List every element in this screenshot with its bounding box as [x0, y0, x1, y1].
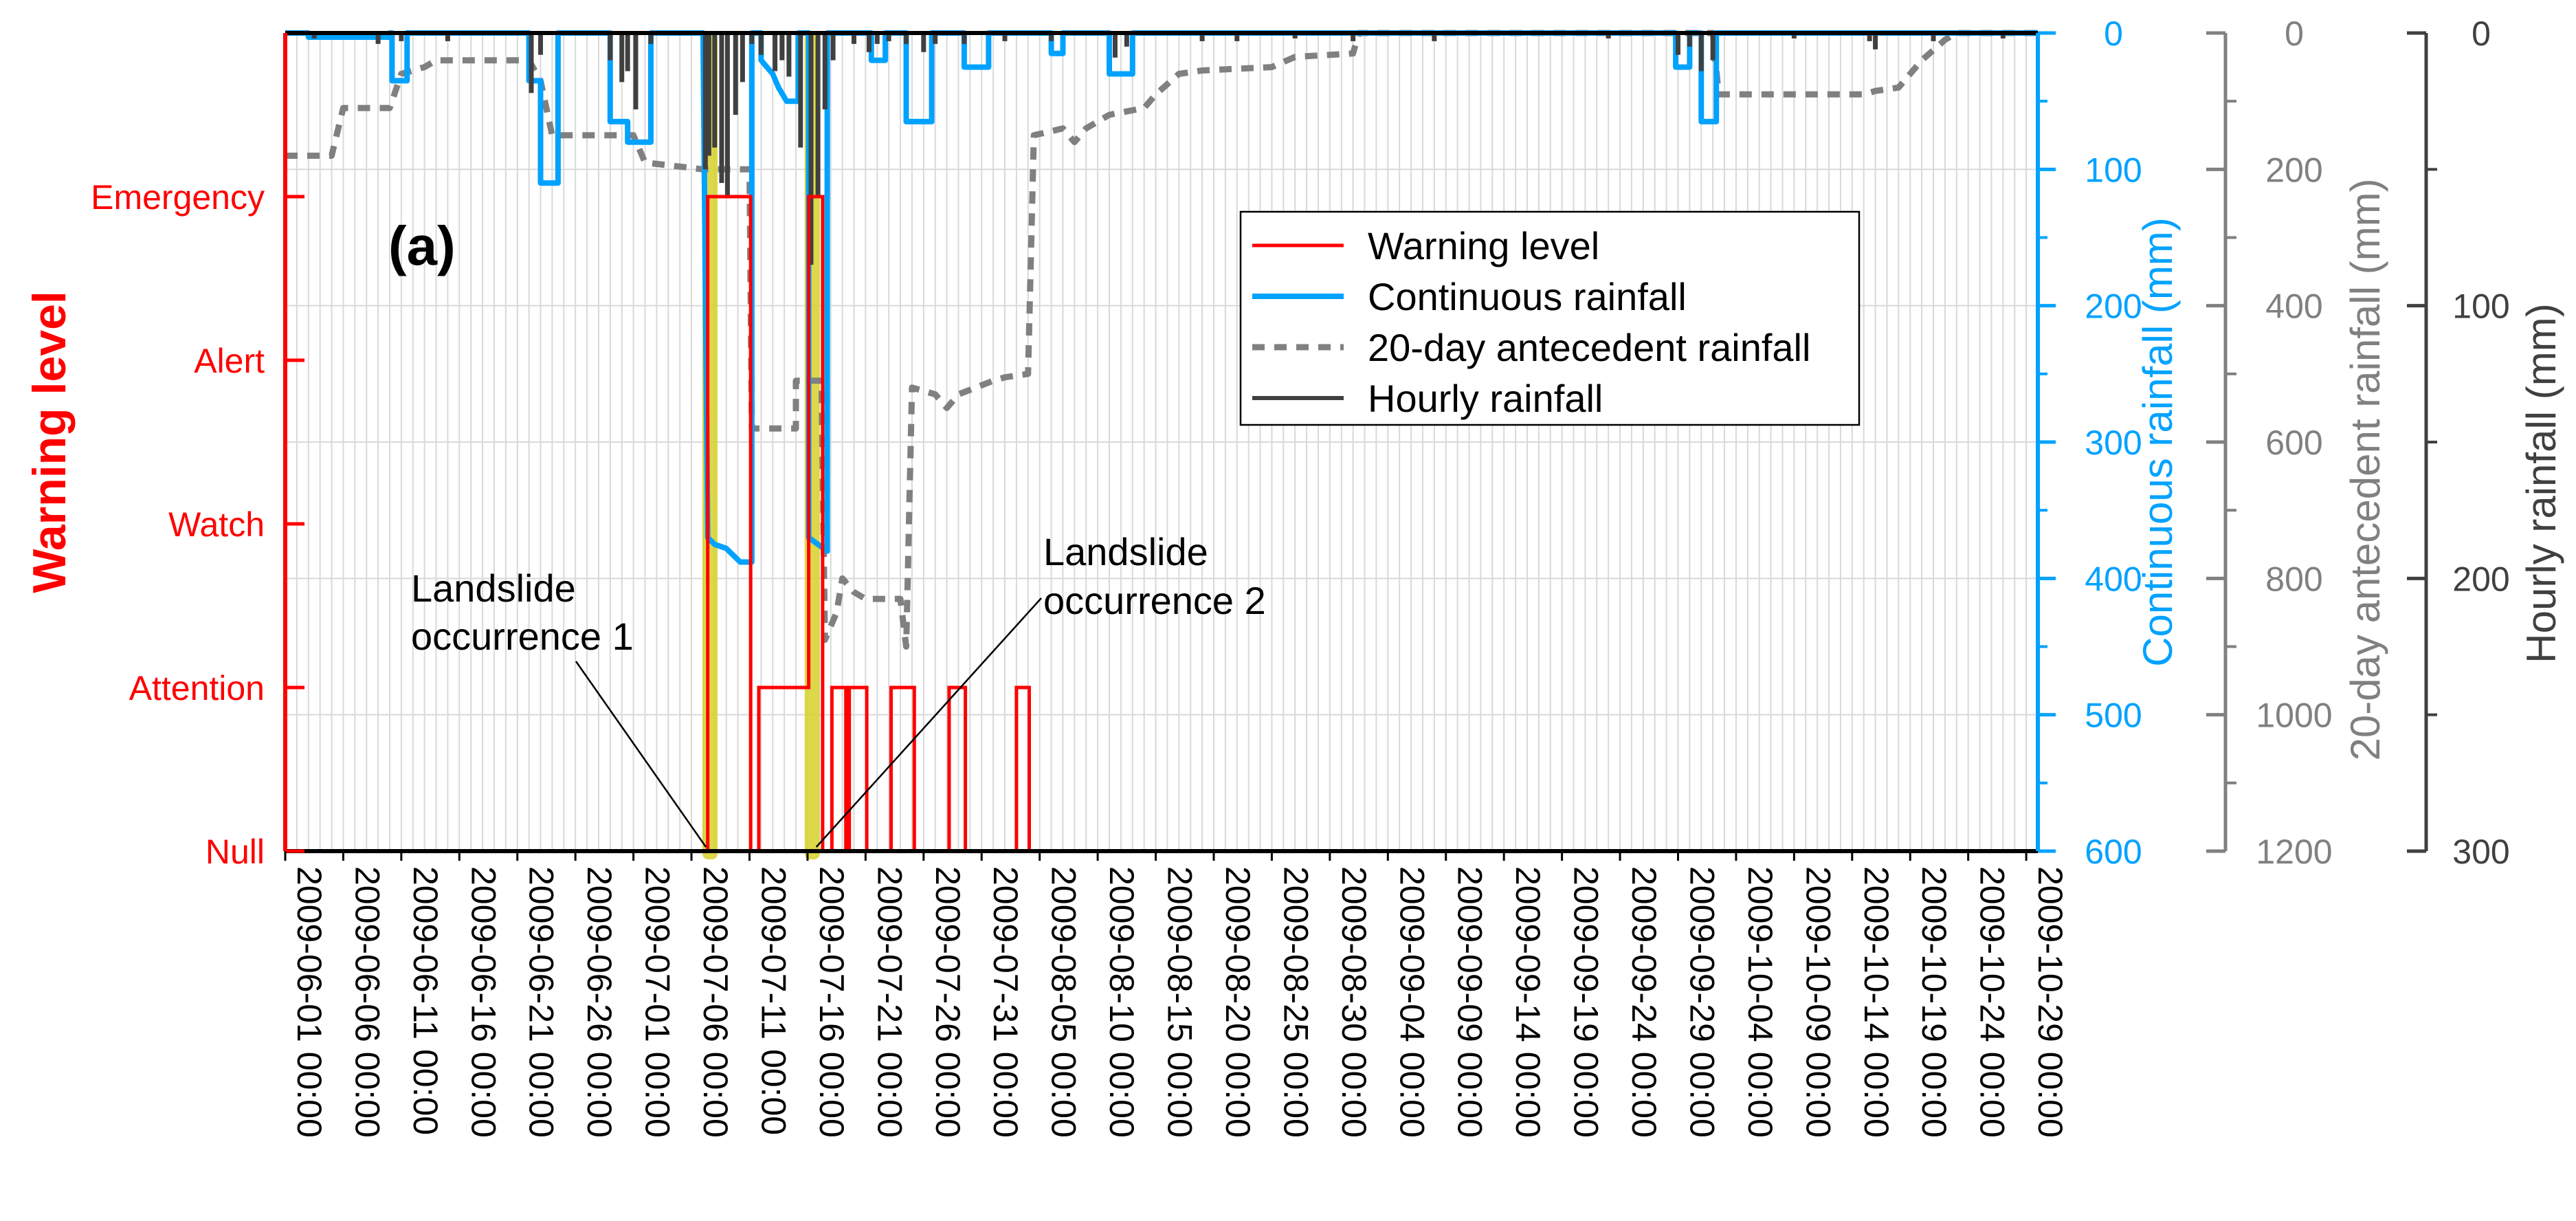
- x-tick-label: 2009-06-11 00:00: [406, 866, 445, 1135]
- legend-label-antecedent: 20-day antecedent rainfall: [1368, 326, 1810, 369]
- x-tick-label: 2009-06-21 00:00: [522, 866, 561, 1138]
- x-tick-label: 2009-08-25 00:00: [1276, 866, 1315, 1138]
- x-tick-label: 2009-10-14 00:00: [1857, 866, 1896, 1138]
- panel-label: (a): [388, 215, 456, 276]
- continuous-tick-label: 200: [2085, 287, 2142, 326]
- x-tick-label: 2009-08-10 00:00: [1102, 866, 1141, 1138]
- warning-tick-label: Emergency: [91, 178, 265, 217]
- x-tick-label: 2009-06-16 00:00: [464, 866, 502, 1138]
- annotation-leader-2: [815, 597, 1042, 848]
- x-tick-label: 2009-09-19 00:00: [1567, 866, 1606, 1138]
- continuous-tick-label: 400: [2085, 560, 2142, 598]
- legend-label-warning: Warning level: [1368, 224, 1599, 267]
- x-tick-label: 2009-09-14 00:00: [1509, 866, 1547, 1138]
- legend-label-continuous: Continuous rainfall: [1368, 275, 1687, 318]
- x-tick-label: 2009-07-06 00:00: [696, 866, 735, 1138]
- continuous-tick-label: 600: [2085, 833, 2142, 871]
- hourly-tick-label: 300: [2452, 833, 2509, 871]
- annotation-text-1a: Landslide: [411, 566, 576, 610]
- x-tick-label: 2009-10-19 00:00: [1915, 866, 1953, 1138]
- legend: Warning level Continuous rainfall 20-day a…: [1239, 210, 1861, 426]
- antecedent-tick-label: 0: [2285, 14, 2304, 53]
- x-tick-label: 2009-10-09 00:00: [1799, 866, 1837, 1138]
- annotations: Landslide occurrence 1 Landslide occurrence…: [411, 530, 1266, 848]
- x-tick-label: 2009-09-04 00:00: [1392, 866, 1431, 1138]
- x-tick-label: 2009-07-11 00:00: [754, 866, 792, 1135]
- x-tick-label: 2009-09-29 00:00: [1683, 866, 1721, 1138]
- x-tick-label: 2009-07-21 00:00: [870, 866, 909, 1138]
- antecedent-tick-label: 1000: [2256, 696, 2332, 735]
- x-tick-label: 2009-08-20 00:00: [1219, 866, 1257, 1138]
- x-tick-label: 2009-10-29 00:00: [2031, 866, 2069, 1138]
- legend-box: [1239, 210, 1861, 426]
- warning-axis-title: Warning level: [23, 291, 76, 593]
- x-tick-label: 2009-06-06 00:00: [348, 866, 386, 1138]
- series-group: [285, 30, 2038, 853]
- x-tick-label: 2009-10-24 00:00: [1973, 866, 2012, 1138]
- x-tick-label: 2009-08-30 00:00: [1335, 866, 1373, 1138]
- antecedent-tick-label: 600: [2265, 424, 2322, 462]
- grid: [285, 33, 2038, 851]
- x-tick-label: 2009-06-26 00:00: [580, 866, 619, 1138]
- warning-tick-label: Attention: [129, 669, 265, 707]
- antecedent-axis-title: 20-day antecedent rainfall (mm): [2342, 178, 2388, 760]
- warning-tick-label: Watch: [168, 505, 265, 544]
- warning-tick-label: Null: [206, 833, 265, 871]
- continuous-tick-label: 300: [2085, 424, 2142, 462]
- x-tick-label: 2009-07-01 00:00: [639, 866, 677, 1138]
- series-warning-level: [285, 195, 2038, 853]
- axes: Null Attention Watch Alert Emergency Warning …: [23, 14, 2564, 871]
- continuous-tick-label: 500: [2085, 696, 2142, 735]
- hourly-tick-label: 100: [2452, 287, 2509, 326]
- annotation-text-1b: occurrence 1: [411, 615, 634, 658]
- x-tick-label: 2009-06-01 00:00: [290, 866, 329, 1138]
- annotation-leader-1: [575, 661, 707, 848]
- annotation-text-2b: occurrence 2: [1043, 579, 1266, 622]
- continuous-tick-label: 0: [2104, 14, 2123, 53]
- warning-tick-label: Alert: [194, 342, 265, 380]
- x-tick-label: 2009-08-05 00:00: [1045, 866, 1083, 1138]
- continuous-axis-title: Continuous rainfall (mm): [2135, 217, 2181, 667]
- x-tick-label: 2009-09-09 00:00: [1451, 866, 1489, 1138]
- x-tick-label: 2009-09-24 00:00: [1625, 866, 1663, 1138]
- antecedent-tick-label: 400: [2265, 287, 2322, 326]
- x-tick-label: 2009-07-16 00:00: [812, 866, 851, 1138]
- x-tick-labels: 2009-06-01 00:00 2009-06-06 00:00 2009-06-…: [284, 851, 2069, 1138]
- continuous-tick-label: 100: [2085, 151, 2142, 189]
- hourly-tick-label: 200: [2452, 560, 2509, 598]
- annotation-text-2a: Landslide: [1043, 530, 1208, 573]
- x-tick-label: 2009-10-04 00:00: [1741, 866, 1779, 1138]
- legend-label-hourly: Hourly rainfall: [1368, 377, 1603, 420]
- antecedent-tick-label: 1200: [2256, 833, 2332, 871]
- x-tick-label: 2009-07-26 00:00: [929, 866, 967, 1138]
- antecedent-tick-label: 800: [2265, 560, 2322, 598]
- x-tick-label: 2009-08-15 00:00: [1161, 866, 1199, 1138]
- hourly-tick-label: 0: [2472, 14, 2491, 53]
- antecedent-tick-label: 200: [2265, 151, 2322, 189]
- x-tick-label: 2009-07-31 00:00: [986, 866, 1025, 1138]
- hourly-axis-title: Hourly rainfall (mm): [2518, 303, 2564, 663]
- series-antecedent-rainfall: [285, 30, 2038, 650]
